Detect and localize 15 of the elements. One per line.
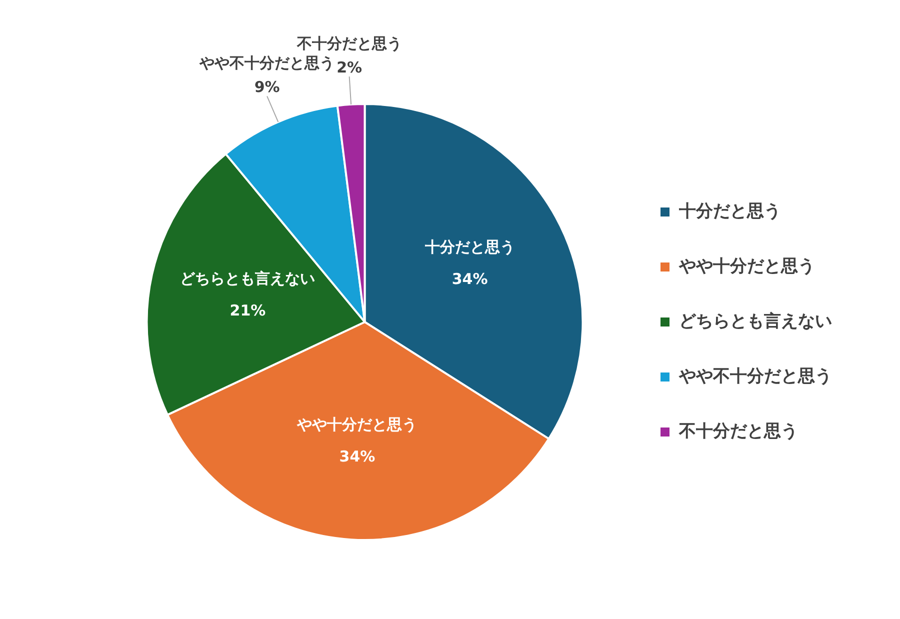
legend-label: やや十分だと思う [678,256,815,276]
data-label: 34% [339,448,376,466]
data-label: 34% [452,270,488,288]
slice-label: やや不十分だと思う [198,54,335,72]
slice-label: やや十分だと思う [296,416,418,434]
legend-label: やや不十分だと思う [678,366,832,386]
legend-label: どちらとも言えない [679,311,832,332]
data-label: 2% [336,58,362,76]
slice-label: 不十分だと思う [296,34,402,52]
data-label: 9% [254,78,280,96]
slice-label: 十分だと思う [424,238,515,256]
data-label: 21% [230,302,266,320]
slice-label: どちらとも言えない [180,270,316,288]
legend-label: 十分だと思う [678,201,781,222]
legend-label: 不十分だと思う [678,421,798,442]
